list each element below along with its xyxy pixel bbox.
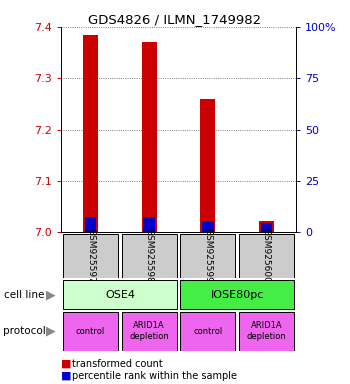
Bar bbox=[201, 99, 215, 232]
Text: protocol: protocol bbox=[4, 326, 46, 336]
Bar bbox=[239, 312, 294, 351]
Text: GSM925598: GSM925598 bbox=[145, 228, 154, 283]
Text: OSE4: OSE4 bbox=[105, 290, 135, 300]
Text: IOSE80pc: IOSE80pc bbox=[210, 290, 264, 300]
Bar bbox=[122, 312, 177, 351]
Text: ARID1A
depletion: ARID1A depletion bbox=[129, 321, 169, 341]
Text: ▶: ▶ bbox=[46, 325, 56, 338]
Bar bbox=[83, 35, 98, 232]
Text: GSM925600: GSM925600 bbox=[262, 228, 271, 283]
Text: control: control bbox=[76, 327, 105, 336]
Bar bbox=[142, 42, 156, 232]
Text: percentile rank within the sample: percentile rank within the sample bbox=[72, 371, 237, 381]
Bar bbox=[63, 233, 118, 278]
Text: ■: ■ bbox=[61, 371, 72, 381]
Bar bbox=[239, 233, 294, 278]
Text: cell line: cell line bbox=[4, 290, 44, 300]
Bar bbox=[259, 221, 274, 232]
Text: transformed count: transformed count bbox=[72, 359, 162, 369]
Bar bbox=[180, 280, 294, 309]
Text: ■: ■ bbox=[61, 359, 72, 369]
Bar bbox=[63, 280, 177, 309]
Bar bbox=[260, 223, 272, 232]
Bar bbox=[63, 312, 118, 351]
Text: ▶: ▶ bbox=[46, 288, 56, 301]
Text: GSM925599: GSM925599 bbox=[203, 228, 212, 283]
Bar bbox=[122, 233, 177, 278]
Bar bbox=[180, 233, 235, 278]
Text: control: control bbox=[193, 327, 223, 336]
Bar bbox=[180, 312, 235, 351]
Text: GDS4826 / ILMN_1749982: GDS4826 / ILMN_1749982 bbox=[89, 13, 261, 26]
Text: GSM925597: GSM925597 bbox=[86, 228, 95, 283]
Text: ARID1A
depletion: ARID1A depletion bbox=[246, 321, 286, 341]
Bar bbox=[202, 221, 214, 232]
Bar bbox=[144, 217, 155, 232]
Bar bbox=[85, 217, 97, 232]
